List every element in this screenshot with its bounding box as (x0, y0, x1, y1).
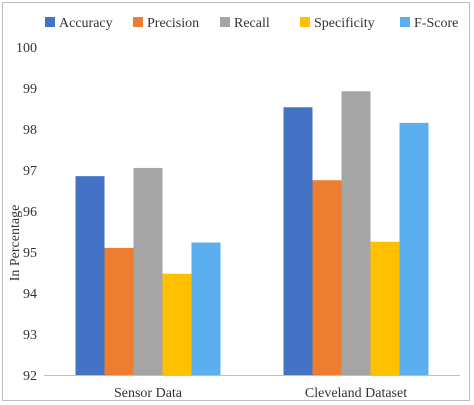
legend-swatch-precision (133, 17, 143, 27)
x-tick-label: Sensor Data (114, 386, 183, 401)
y-tick-label: 99 (23, 82, 37, 97)
legend-swatch-accuracy (45, 17, 55, 27)
legend-label: Accuracy (59, 16, 113, 31)
bar-specificity-1 (162, 273, 192, 375)
legend-label: Specificity (314, 16, 375, 31)
y-tick-label: 94 (23, 287, 37, 302)
legend-swatch-recall (220, 17, 230, 27)
bar-recall-1 (133, 167, 163, 375)
y-tick-label: 92 (23, 369, 37, 384)
y-tick-label: 93 (23, 328, 37, 343)
legend-swatch-f-score (400, 17, 410, 27)
legend-label: Recall (234, 16, 270, 31)
y-tick-label: 95 (23, 246, 37, 261)
y-tick-label: 100 (16, 41, 37, 56)
y-axis-title: In Percentage (8, 205, 23, 282)
legend-label: Precision (147, 16, 199, 31)
bar-specificity-2 (370, 241, 400, 375)
x-tick-label: Cleveland Dataset (305, 386, 407, 401)
y-axis: 92 93 94 95 96 97 98 99 100 (16, 41, 37, 384)
bar-accuracy-2 (283, 107, 313, 376)
bar-accuracy-1 (75, 176, 105, 375)
y-tick-label: 97 (23, 164, 37, 179)
y-tick-label: 98 (23, 123, 37, 138)
bar-f-score-1 (191, 242, 221, 375)
bar-f-score-2 (399, 122, 429, 375)
bar-recall-2 (341, 91, 371, 375)
legend: Accuracy Precision Recall Specificity F-Scor… (45, 16, 458, 31)
x-axis: Sensor Data Cleveland Dataset (44, 375, 460, 401)
y-tick-label: 96 (23, 205, 37, 220)
bar-precision-1 (104, 247, 134, 375)
bars (75, 91, 429, 376)
legend-swatch-specificity (300, 17, 310, 27)
bar-precision-2 (312, 180, 342, 375)
legend-label: F-Score (414, 16, 458, 31)
